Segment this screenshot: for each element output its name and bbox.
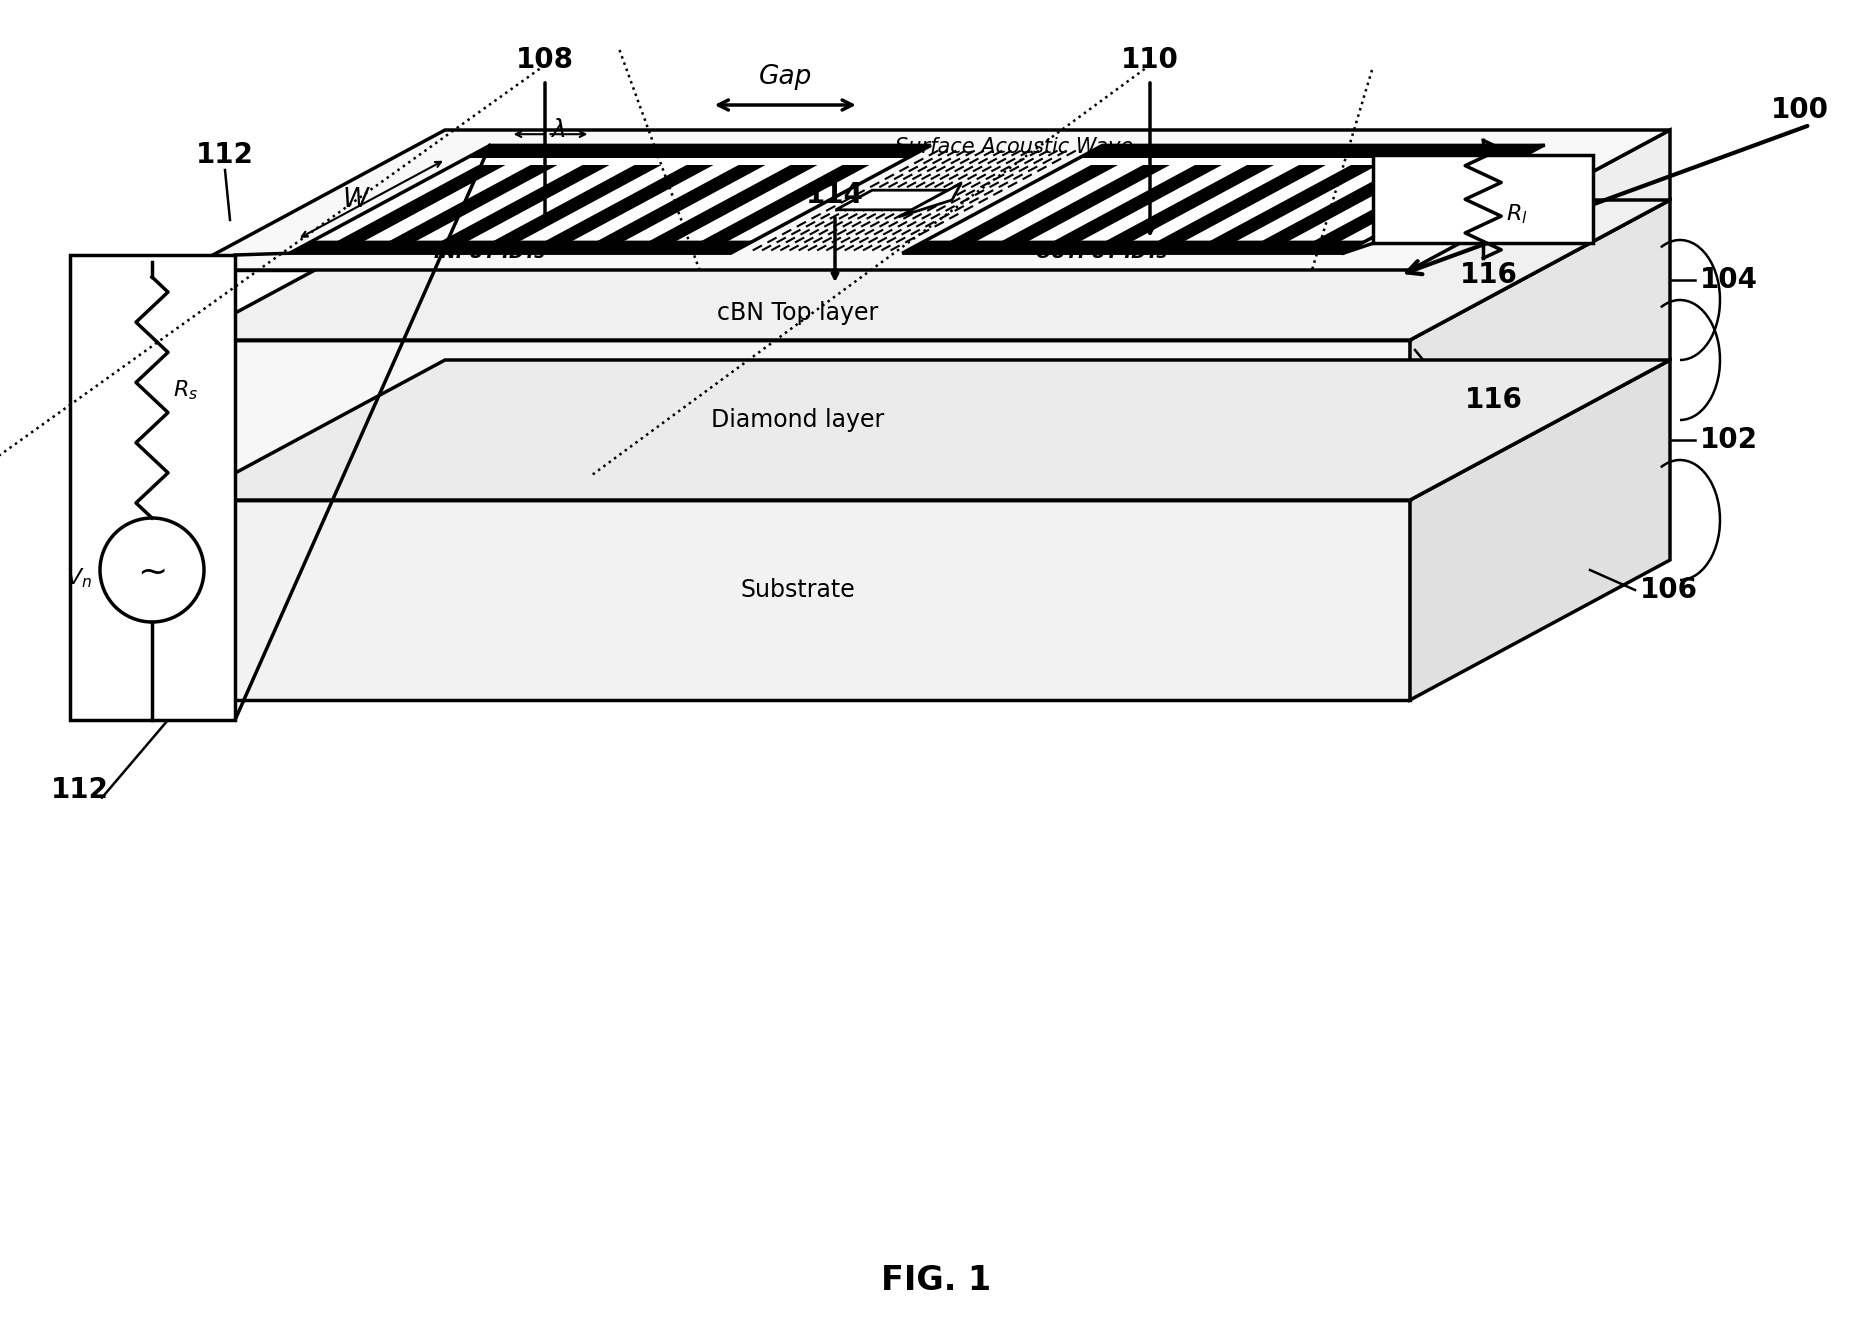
Polygon shape: [440, 165, 609, 242]
Text: $R_s$: $R_s$: [172, 379, 199, 401]
Text: 116: 116: [1465, 385, 1523, 415]
Polygon shape: [1261, 165, 1429, 242]
Text: Substrate: Substrate: [740, 578, 854, 602]
Polygon shape: [1000, 165, 1171, 242]
Text: INPUT IDTs: INPUT IDTs: [435, 245, 545, 262]
Polygon shape: [185, 360, 1671, 500]
Text: 114: 114: [805, 181, 863, 209]
Polygon shape: [903, 241, 1367, 254]
Polygon shape: [185, 500, 1410, 700]
Polygon shape: [1410, 199, 1671, 500]
Polygon shape: [948, 165, 1118, 242]
Text: 112: 112: [51, 776, 109, 804]
Polygon shape: [491, 165, 661, 242]
Text: 110: 110: [1122, 47, 1178, 74]
Text: 116: 116: [1459, 260, 1517, 288]
Text: 112: 112: [197, 141, 255, 169]
Polygon shape: [185, 199, 1671, 340]
Polygon shape: [835, 190, 948, 210]
Polygon shape: [466, 145, 931, 158]
Text: 102: 102: [1701, 427, 1759, 455]
Polygon shape: [290, 145, 931, 254]
Polygon shape: [388, 165, 558, 242]
Polygon shape: [1079, 145, 1543, 158]
Text: $V_n$: $V_n$: [66, 566, 92, 590]
Polygon shape: [699, 165, 869, 242]
Text: $\lambda$: $\lambda$: [551, 118, 566, 142]
Polygon shape: [648, 165, 817, 242]
Polygon shape: [1208, 165, 1379, 242]
Polygon shape: [1311, 165, 1482, 242]
Polygon shape: [1156, 165, 1326, 242]
Text: 108: 108: [515, 47, 573, 74]
Text: OUTPUT IDTs: OUTPUT IDTs: [1036, 245, 1167, 262]
Text: 106: 106: [1641, 575, 1699, 603]
Polygon shape: [899, 183, 961, 217]
Circle shape: [99, 518, 204, 622]
Polygon shape: [335, 165, 506, 242]
Text: $R_l$: $R_l$: [1506, 202, 1528, 226]
Polygon shape: [1410, 360, 1671, 700]
Polygon shape: [1053, 165, 1221, 242]
Polygon shape: [185, 270, 1410, 340]
Polygon shape: [903, 145, 1543, 254]
Text: ~: ~: [137, 556, 167, 590]
Polygon shape: [1373, 155, 1594, 243]
Text: W: W: [343, 187, 369, 213]
Text: Gap: Gap: [759, 64, 811, 90]
Text: 104: 104: [1701, 266, 1759, 294]
Text: Surface Acoustic Wave: Surface Acoustic Wave: [895, 137, 1133, 157]
Polygon shape: [596, 165, 766, 242]
Polygon shape: [543, 165, 714, 242]
Text: cBN Top layer: cBN Top layer: [717, 300, 878, 326]
Polygon shape: [1410, 130, 1671, 340]
Polygon shape: [185, 340, 1410, 500]
Polygon shape: [290, 241, 755, 254]
Polygon shape: [1103, 165, 1274, 242]
Text: Diamond layer: Diamond layer: [712, 408, 884, 432]
Polygon shape: [69, 255, 234, 720]
Text: FIG. 1: FIG. 1: [880, 1264, 991, 1297]
Text: 100: 100: [1772, 96, 1830, 124]
Polygon shape: [185, 130, 1671, 270]
